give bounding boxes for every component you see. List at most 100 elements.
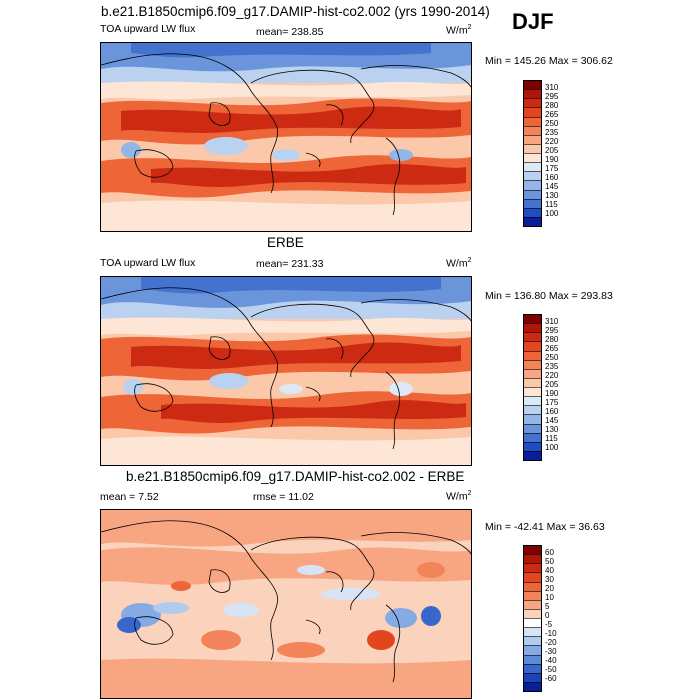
colorbar-swatch	[524, 107, 541, 117]
colorbar-tick: -50	[545, 665, 557, 674]
colorbar-tick: -40	[545, 656, 557, 665]
colorbar-tick: -10	[545, 629, 557, 638]
colorbar-tick: 160	[545, 173, 559, 182]
colorbar-tick: 250	[545, 119, 559, 128]
colorbar-tick: 145	[545, 416, 559, 425]
colorbar-swatch	[524, 323, 541, 333]
colorbar-swatch	[524, 189, 541, 199]
panel3-units-label: W/m2	[446, 490, 472, 503]
season-label: DJF	[512, 9, 554, 34]
colorbar-tick: 5	[545, 602, 550, 611]
colorbar-tick: 295	[545, 92, 559, 101]
colorbar-swatch	[524, 608, 541, 618]
colorbar-swatch	[524, 672, 541, 682]
colorbar-swatch	[524, 572, 541, 582]
colorbar-swatch	[524, 81, 541, 90]
panel1-minmax-label: Min = 145.26 Max = 306.62	[485, 55, 613, 67]
colorbar-tick: 50	[545, 557, 554, 566]
colorbar-swatch	[524, 590, 541, 600]
colorbar-swatch	[524, 450, 541, 460]
panel1-coastlines	[101, 53, 471, 216]
colorbar-tick: 280	[545, 101, 559, 110]
colorbar-swatch	[524, 414, 541, 424]
colorbar-tick: 265	[545, 344, 559, 353]
colorbar-swatch	[524, 315, 541, 324]
colorbar-tick: 20	[545, 584, 554, 593]
panel3-coastlines	[101, 520, 471, 683]
colorbar-swatch	[524, 546, 541, 555]
colorbar-tick: 205	[545, 380, 559, 389]
colorbar-tick: 220	[545, 371, 559, 380]
colorbar-tick: 160	[545, 407, 559, 416]
panel2-colorbar	[523, 314, 542, 461]
colorbar-swatch	[524, 432, 541, 442]
colorbar-swatch	[524, 341, 541, 351]
colorbar-tick: -60	[545, 674, 557, 683]
colorbar-swatch	[524, 599, 541, 609]
panel2-coastlines	[101, 287, 471, 450]
colorbar-swatch	[524, 171, 541, 181]
panel2-mean-label: mean= 231.33	[256, 258, 324, 270]
colorbar-tick: 175	[545, 164, 559, 173]
colorbar-tick: 30	[545, 575, 554, 584]
colorbar-tick: 130	[545, 425, 559, 434]
colorbar-tick: 295	[545, 326, 559, 335]
colorbar-swatch	[524, 153, 541, 163]
colorbar-swatch	[524, 663, 541, 673]
colorbar-tick: 310	[545, 317, 559, 326]
colorbar-tick: 265	[545, 110, 559, 119]
colorbar-tick: 190	[545, 155, 559, 164]
colorbar-swatch	[524, 581, 541, 591]
panel1-map-field	[101, 43, 471, 231]
panel1-variable-label: TOA upward LW flux	[100, 23, 196, 35]
colorbar-tick: 235	[545, 362, 559, 371]
colorbar-tick: 100	[545, 209, 559, 218]
colorbar-tick: 100	[545, 443, 559, 452]
colorbar-swatch	[524, 563, 541, 573]
panel3-minmax-label: Min = -42.41 Max = 36.63	[485, 521, 605, 533]
colorbar-tick: 205	[545, 146, 559, 155]
panel2-map-field	[101, 277, 471, 465]
colorbar-tick: 175	[545, 398, 559, 407]
colorbar-swatch	[524, 554, 541, 564]
colorbar-tick: 280	[545, 335, 559, 344]
colorbar-tick: 250	[545, 353, 559, 362]
colorbar-tick: -30	[545, 647, 557, 656]
colorbar-tick: 115	[545, 434, 558, 443]
page-title: b.e21.B1850cmip6.f09_g17.DAMIP-hist-co2.…	[101, 4, 490, 19]
colorbar-swatch	[524, 207, 541, 217]
panel1-colorbar	[523, 80, 542, 227]
colorbar-swatch	[524, 654, 541, 664]
panel2-map	[100, 276, 472, 466]
colorbar-tick: 60	[545, 548, 554, 557]
panel3-heading: b.e21.B1850cmip6.f09_g17.DAMIP-hist-co2.…	[126, 469, 465, 484]
colorbar-swatch	[524, 681, 541, 691]
colorbar-swatch	[524, 143, 541, 153]
colorbar-tick: 40	[545, 566, 554, 575]
colorbar-tick: -20	[545, 638, 557, 647]
colorbar-swatch	[524, 636, 541, 646]
colorbar-swatch	[524, 423, 541, 433]
colorbar-tick: 10	[545, 593, 554, 602]
colorbar-swatch	[524, 89, 541, 99]
panel3-rmse-label: rmse = 11.02	[253, 491, 314, 503]
colorbar-swatch	[524, 618, 541, 628]
colorbar-swatch	[524, 387, 541, 397]
colorbar-tick: 310	[545, 83, 559, 92]
panel2-units-label: W/m2	[446, 257, 472, 270]
colorbar-swatch	[524, 368, 541, 378]
panel3-colorbar	[523, 545, 542, 692]
colorbar-tick: 0	[545, 611, 550, 620]
colorbar-tick: 130	[545, 191, 559, 200]
panel3-map-field	[101, 510, 471, 698]
colorbar-swatch	[524, 216, 541, 226]
colorbar-swatch	[524, 350, 541, 360]
panel2-variable-label: TOA upward LW flux	[100, 257, 196, 269]
colorbar-swatch	[524, 162, 541, 172]
colorbar-swatch	[524, 627, 541, 637]
colorbar-swatch	[524, 116, 541, 126]
panel3-map	[100, 509, 472, 699]
colorbar-tick: 115	[545, 200, 558, 209]
panel2-heading: ERBE	[267, 235, 304, 250]
colorbar-swatch	[524, 441, 541, 451]
